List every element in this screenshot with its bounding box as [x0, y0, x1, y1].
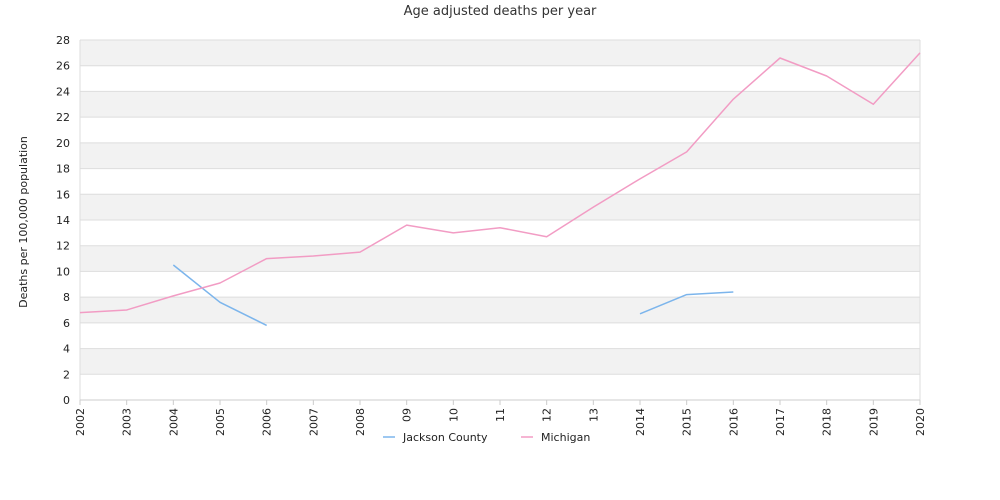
y-tick-label: 22	[56, 111, 70, 124]
y-tick-label: 26	[56, 60, 70, 73]
legend-label: Jackson County	[402, 431, 488, 444]
x-tick-label: 2003	[121, 408, 134, 436]
grid-band	[80, 245, 920, 272]
grid-band	[80, 40, 920, 66]
grid-band	[80, 91, 920, 118]
grid-band	[80, 142, 920, 169]
y-tick-label: 12	[56, 240, 70, 253]
y-tick-label: 2	[63, 368, 70, 381]
x-tick-label: 2019	[867, 408, 880, 436]
y-tick-label: 16	[56, 188, 70, 201]
legend[interactable]: Jackson County Michigan	[383, 431, 590, 444]
grid-band	[80, 117, 920, 143]
x-tick-label: 2017	[774, 408, 787, 436]
grid-band	[80, 65, 920, 92]
grid-band	[80, 271, 920, 298]
legend-item-michigan[interactable]: Michigan	[521, 431, 590, 444]
x-tick-label: 2020	[914, 408, 927, 436]
x-tick-label: 10	[447, 408, 460, 422]
y-tick-label: 20	[56, 137, 70, 150]
x-tick-label: 12	[541, 408, 554, 422]
x-tick-label: 2002	[74, 408, 87, 436]
y-tick-label: 28	[56, 34, 70, 47]
grid-band	[80, 168, 920, 195]
y-tick-label: 14	[56, 214, 70, 227]
grid-band	[80, 348, 920, 375]
grid-band	[80, 374, 920, 400]
series-line-michigan	[79, 52, 921, 314]
x-tick-label: 2004	[167, 408, 180, 436]
y-tick-label: 0	[63, 394, 70, 407]
series-line-jackson-county	[172, 264, 734, 327]
x-tick-label: 11	[494, 408, 507, 422]
y-tick-label: 10	[56, 265, 70, 278]
y-tick-label: 24	[56, 85, 70, 98]
legend-label: Michigan	[541, 431, 590, 444]
y-tick-label: 18	[56, 163, 70, 176]
x-tick-label: 2008	[354, 408, 367, 436]
x-tick-label: 2014	[634, 408, 647, 436]
grid-band	[80, 322, 920, 349]
grid-bands	[80, 40, 920, 400]
chart-title: Age adjusted deaths per year	[404, 4, 597, 19]
x-tick-label: 2018	[821, 408, 834, 436]
series-lines	[79, 52, 921, 327]
x-tick-label: 2016	[727, 408, 740, 436]
y-tick-label: 4	[63, 343, 70, 356]
grid-band	[80, 194, 920, 220]
y-tick-label: 6	[63, 317, 70, 330]
y-axis-label: Deaths per 100,000 population	[17, 136, 30, 308]
legend-item-jackson-county[interactable]: Jackson County	[383, 431, 488, 444]
y-tick-label: 8	[63, 291, 70, 304]
x-tick-label: 2005	[214, 408, 227, 436]
grid-band	[80, 220, 920, 246]
x-tick-label: 13	[587, 408, 600, 422]
x-tick-label: 2007	[307, 408, 320, 436]
x-tick-label: 2006	[261, 408, 274, 436]
x-tick-label: 2015	[681, 408, 694, 436]
x-tick-label: 09	[401, 408, 414, 422]
x-axis-ticks: 2002 2003 2004 2005 2006 2007 2008 09 10 11 12 13 20…	[74, 400, 927, 436]
grid-band	[80, 297, 920, 323]
